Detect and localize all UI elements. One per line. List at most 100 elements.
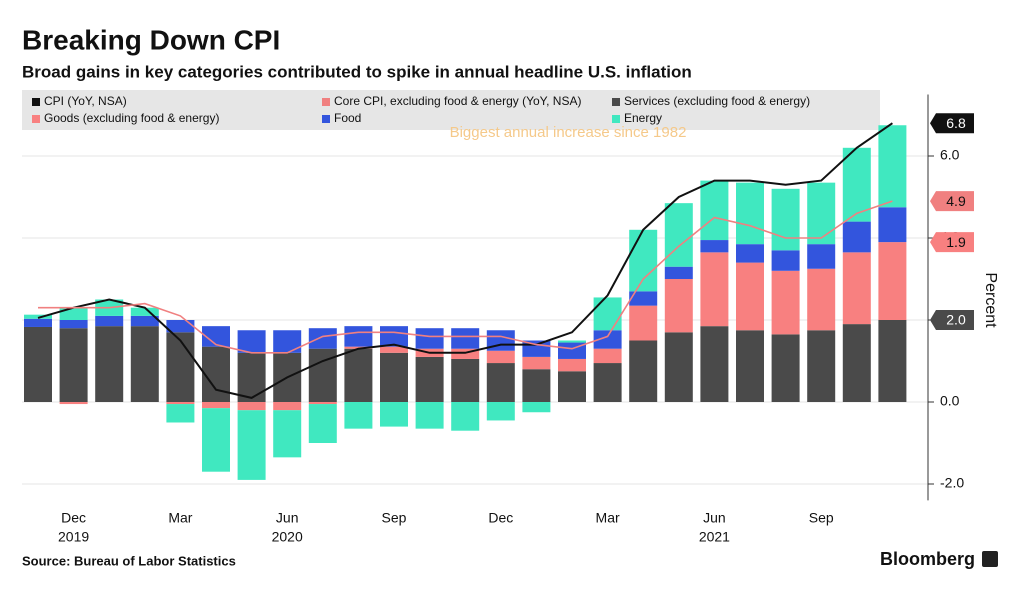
- x-tick-label: Jun: [276, 510, 299, 526]
- bar: [166, 320, 195, 333]
- legend-label: Services (excluding food & energy): [624, 94, 810, 108]
- legend-label: Food: [334, 111, 361, 125]
- bar: [344, 346, 373, 349]
- legend-swatch: [322, 115, 330, 123]
- bar: [522, 402, 551, 413]
- bar: [736, 244, 764, 263]
- brand-icon: [982, 551, 998, 567]
- bar: [380, 402, 408, 427]
- x-year-label: 2021: [699, 529, 730, 545]
- x-tick-label: Dec: [488, 510, 513, 526]
- bar: [842, 147, 871, 222]
- bar: [24, 318, 52, 327]
- bar: [451, 328, 480, 349]
- bar: [415, 402, 444, 429]
- legend-box: [22, 90, 880, 130]
- chart-subtitle: Broad gains in key categories contribute…: [22, 62, 692, 81]
- bar: [451, 348, 480, 359]
- bar: [415, 328, 444, 349]
- bar: [130, 307, 159, 316]
- legend-label: Goods (excluding food & energy): [44, 111, 219, 125]
- bar: [344, 402, 373, 429]
- bar: [593, 348, 622, 364]
- bar: [558, 358, 586, 372]
- bar: [273, 410, 302, 458]
- bar: [59, 402, 88, 405]
- legend-label: Energy: [624, 111, 662, 125]
- bar: [736, 182, 764, 245]
- bar: [202, 346, 230, 402]
- legend-swatch: [612, 98, 620, 106]
- y-axis-label: Percent: [982, 272, 999, 328]
- bar: [700, 240, 729, 253]
- bar: [629, 291, 658, 306]
- callout-box: [930, 232, 974, 253]
- bar: [736, 262, 764, 331]
- bar: [24, 314, 52, 319]
- bar: [771, 188, 800, 251]
- bar: [771, 270, 800, 335]
- source: Source: Bureau of Labor Statistics: [22, 553, 236, 568]
- bar: [202, 402, 230, 409]
- bar: [664, 203, 693, 267]
- x-tick-label: Jun: [703, 510, 726, 526]
- bar: [451, 358, 480, 402]
- bar: [486, 363, 515, 402]
- bar: [344, 326, 373, 347]
- legend-swatch: [32, 115, 40, 123]
- bar: [664, 332, 693, 402]
- bar: [842, 252, 871, 325]
- bar: [59, 320, 88, 329]
- bar: [486, 350, 515, 364]
- bar: [59, 307, 88, 320]
- bar: [308, 404, 337, 443]
- legend-swatch: [612, 115, 620, 123]
- bar: [629, 340, 658, 402]
- bar: [842, 324, 871, 402]
- callout-label: 4.9: [946, 193, 966, 209]
- bar: [593, 297, 622, 331]
- y-tick-label: 6.0: [940, 147, 960, 163]
- bar: [273, 402, 302, 411]
- bar: [95, 315, 124, 327]
- bar: [95, 326, 124, 402]
- bar: [202, 408, 230, 472]
- bar: [522, 369, 551, 402]
- bar: [878, 125, 907, 208]
- y-tick-label: 0.0: [940, 393, 960, 409]
- bar: [664, 279, 693, 333]
- bar: [415, 356, 444, 402]
- bar: [308, 402, 337, 405]
- legend-swatch: [322, 98, 330, 106]
- legend-swatch: [32, 98, 40, 106]
- bar: [522, 356, 551, 370]
- bar: [237, 402, 266, 411]
- brand: Bloomberg: [880, 549, 975, 569]
- bar: [380, 326, 408, 347]
- bar: [629, 229, 658, 292]
- bar: [308, 328, 337, 349]
- callout-box: [930, 113, 974, 134]
- bar: [166, 402, 195, 405]
- bar: [700, 326, 729, 402]
- bar: [237, 352, 266, 402]
- callout-box: [930, 191, 974, 212]
- callout-box: [930, 310, 974, 330]
- bar: [59, 328, 88, 402]
- bar: [344, 348, 373, 402]
- annotation: Biggest annual increase since 1982: [450, 124, 687, 141]
- bar: [807, 330, 836, 402]
- x-tick-label: Sep: [809, 510, 834, 526]
- bar: [166, 404, 195, 423]
- bar: [878, 242, 907, 320]
- bar: [380, 352, 408, 402]
- bar: [771, 250, 800, 271]
- bar: [807, 268, 836, 331]
- x-tick-label: Dec: [61, 510, 86, 526]
- bar: [237, 410, 266, 480]
- bar: [700, 180, 729, 241]
- callout-label: 1.9: [946, 234, 966, 250]
- bar: [273, 330, 302, 353]
- bar: [771, 334, 800, 402]
